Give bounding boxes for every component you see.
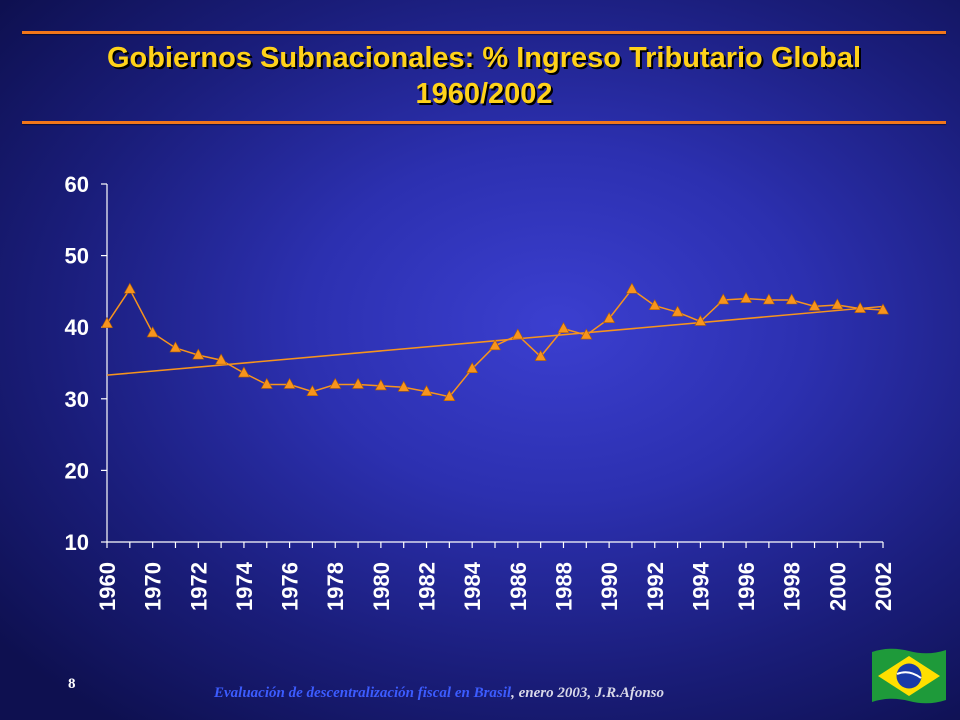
- x-tick-label: 1992: [643, 562, 668, 611]
- data-point-marker: [557, 322, 570, 333]
- data-point-marker: [876, 303, 890, 315]
- x-tick-label: 1996: [734, 562, 759, 611]
- data-point-marker: [762, 293, 775, 305]
- data-point-marker: [237, 366, 250, 378]
- page-number: 8: [68, 676, 76, 692]
- footer-citation-part1: Evaluación de descentralización fiscal e…: [214, 685, 512, 701]
- data-point-marker: [397, 380, 410, 392]
- data-point-marker: [374, 379, 387, 391]
- data-point-marker: [740, 291, 753, 303]
- data-point-marker: [694, 314, 707, 326]
- x-tick-label: 1998: [780, 562, 805, 611]
- chart-axes: 10 20 30 40 50 60 1960 1970 1972 1974 1976 1978 1980…: [65, 172, 896, 611]
- data-point-marker: [808, 299, 821, 311]
- data-point-marker: [603, 311, 616, 323]
- y-tick-label: 10: [65, 530, 89, 555]
- slide-title: Gobiernos Subnacionales: % Ingreso Tribu…: [22, 40, 946, 112]
- x-tick-label: 2000: [825, 562, 850, 611]
- y-tick-label: 50: [65, 244, 89, 269]
- data-point-marker: [717, 293, 730, 305]
- data-point-marker: [100, 316, 114, 328]
- x-tick-label: 1974: [232, 561, 257, 611]
- series-layer: [100, 282, 890, 401]
- y-tick-label: 30: [65, 387, 89, 412]
- data-point-marker: [671, 305, 684, 317]
- data-point-marker: [329, 377, 342, 389]
- data-point-marker: [283, 377, 296, 389]
- footer-citation-part2: , enero 2003, J.R.Afonso: [511, 685, 665, 701]
- title-rule-top: [22, 31, 946, 34]
- brazil-flag-icon: [872, 648, 946, 704]
- data-point-marker: [625, 282, 638, 294]
- data-point-marker: [192, 348, 205, 360]
- data-point-marker: [215, 353, 228, 365]
- data-point-marker: [306, 385, 319, 396]
- y-tick-label: 40: [65, 315, 89, 340]
- data-point-marker: [260, 377, 273, 389]
- x-tick-label: 1994: [688, 561, 713, 611]
- title-rule-bottom: [22, 121, 946, 124]
- data-point-marker: [420, 385, 433, 396]
- y-tick-label: 20: [65, 458, 89, 483]
- data-point-marker: [831, 298, 844, 310]
- data-point-marker: [443, 390, 456, 401]
- x-tick-label: 1978: [323, 562, 348, 611]
- x-tick-label: 1982: [415, 562, 440, 611]
- data-point-marker: [511, 328, 524, 340]
- title-line-2: 1960/2002: [415, 78, 553, 110]
- data-point-marker: [146, 326, 159, 338]
- title-line-1: Gobiernos Subnacionales: % Ingreso Tribu…: [106, 42, 862, 74]
- x-tick-label: 1976: [278, 562, 303, 611]
- data-point-marker: [854, 301, 867, 313]
- data-point-marker: [123, 282, 136, 294]
- data-point-marker: [580, 328, 593, 340]
- x-tick-label: 1972: [186, 562, 211, 611]
- x-tick-label: 1984: [460, 561, 485, 611]
- x-tick-label: 1980: [369, 562, 394, 611]
- x-tick-label: 1970: [141, 562, 166, 611]
- x-tick-label: 1986: [506, 562, 531, 611]
- data-point-marker: [534, 349, 547, 361]
- footer-citation: Evaluación de descentralización fiscal e…: [214, 685, 664, 702]
- y-tick-label: 60: [65, 172, 89, 197]
- data-point-marker: [466, 362, 479, 374]
- data-point-marker: [352, 377, 365, 389]
- data-point-marker: [169, 341, 182, 353]
- data-point-marker: [785, 293, 798, 305]
- x-tick-label: 2002: [871, 562, 896, 611]
- data-point-marker: [488, 339, 502, 351]
- x-tick-label: 1960: [95, 562, 120, 611]
- x-tick-label: 1988: [551, 562, 576, 611]
- x-tick-label: 1990: [597, 562, 622, 611]
- data-point-marker: [648, 299, 661, 311]
